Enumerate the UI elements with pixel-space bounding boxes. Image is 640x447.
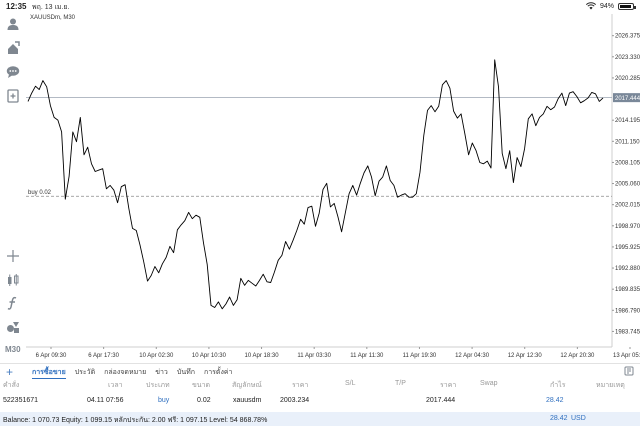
y-tick-label: 2023.330 bbox=[615, 55, 640, 61]
col-current-price: ราคา bbox=[440, 382, 457, 389]
tab-list: การซื้อขาย ประวัติ กล่องจดหมาย ข่าว บันท… bbox=[32, 367, 232, 379]
y-tick-label: 1983.745 bbox=[615, 329, 640, 335]
crosshair-icon[interactable] bbox=[5, 248, 21, 264]
col-profit: กำไร bbox=[550, 382, 566, 389]
row-type: buy bbox=[158, 397, 170, 404]
row-time: 04.11 07:56 bbox=[87, 397, 124, 404]
row-current-price: 2017.444 bbox=[426, 397, 456, 404]
panel-toggle-icon[interactable] bbox=[624, 366, 634, 376]
status-date: พฤ. 13 เม.ย. bbox=[32, 4, 70, 11]
price-series-line bbox=[27, 59, 604, 310]
col-time: เวลา bbox=[108, 382, 123, 389]
y-tick-label: 1989.835 bbox=[615, 287, 640, 293]
row-profit: 28.42 bbox=[546, 397, 564, 404]
row-order: 522351671 bbox=[3, 397, 39, 404]
currency-label: USD bbox=[571, 415, 586, 422]
table-row[interactable]: 522351671 04.11 07:56 buy 0.02 xauusdm 2… bbox=[0, 397, 640, 409]
x-tick-label: 12 Apr 12:30 bbox=[508, 353, 543, 359]
x-tick-label: 6 Apr 17:30 bbox=[88, 353, 119, 359]
col-swap: Swap bbox=[480, 380, 498, 387]
col-size: ขนาด bbox=[192, 382, 211, 389]
y-tick-label: 1986.790 bbox=[615, 308, 640, 314]
tab-trade[interactable]: การซื้อขาย bbox=[32, 367, 66, 379]
user-icon[interactable] bbox=[5, 16, 21, 32]
chart-svg: 2026.375 2023.330 2020.285 2017.444 2014.195… bbox=[26, 14, 640, 359]
x-tick-label: 11 Apr 11:30 bbox=[350, 353, 384, 359]
x-tick-label: 12 Apr 20:30 bbox=[560, 353, 595, 359]
x-tick-label: 11 Apr 03:30 bbox=[297, 353, 331, 359]
tab-news[interactable]: ข่าว bbox=[155, 369, 168, 376]
y-tick-label: 2002.015 bbox=[615, 203, 640, 209]
y-tick-label: 2014.195 bbox=[615, 118, 640, 124]
x-tick-label: 12 Apr 04:30 bbox=[455, 353, 490, 359]
chart-symbol-label: XAUUSDm, M30 bbox=[30, 15, 76, 21]
positions-header: คำสั่ง เวลา ประเภท ขนาด สัญลักษณ์ ราคา S… bbox=[0, 380, 640, 392]
buy-order-label: buy 0.02 bbox=[28, 190, 52, 196]
candlestick-icon[interactable] bbox=[5, 272, 21, 288]
tab-journal[interactable]: บันทึก bbox=[176, 369, 195, 376]
x-tick-label: 13 Apr 05:30 bbox=[613, 353, 640, 359]
col-symbol: สัญลักษณ์ bbox=[232, 382, 262, 389]
new-document-icon[interactable] bbox=[5, 88, 21, 104]
current-price-badge bbox=[613, 93, 640, 103]
battery-icon bbox=[618, 2, 636, 10]
y-tick-label: 1995.925 bbox=[615, 245, 640, 251]
col-price: ราคา bbox=[292, 382, 309, 389]
shapes-icon[interactable] bbox=[5, 319, 21, 335]
col-order: คำสั่ง bbox=[3, 382, 20, 389]
total-profit: 28.42 bbox=[550, 415, 568, 422]
x-tick-label: 10 Apr 02:30 bbox=[139, 353, 174, 359]
x-tick-label: 10 Apr 10:30 bbox=[192, 353, 227, 359]
status-right: 94% bbox=[585, 2, 636, 10]
row-symbol: xauusdm bbox=[233, 397, 262, 404]
battery-percent: 94% bbox=[599, 2, 614, 10]
tab-settings[interactable]: การตั้งค่า bbox=[203, 369, 233, 376]
y-tick-label: 2008.105 bbox=[615, 160, 640, 166]
y-tick-label: 1998.970 bbox=[615, 224, 640, 230]
balance-bar: Balance: 1 070.73 Equity: 1 099.15 หลักป… bbox=[0, 412, 640, 426]
person-add-icon[interactable] bbox=[5, 40, 21, 56]
wifi-icon bbox=[585, 2, 596, 10]
timeframe-label[interactable]: M30 bbox=[5, 345, 21, 354]
x-tick-label: 10 Apr 18:30 bbox=[245, 353, 280, 359]
col-sl: S/L bbox=[345, 380, 356, 387]
y-tick-label: 2026.375 bbox=[615, 34, 640, 40]
y-tick-label: 2011.150 bbox=[615, 139, 640, 145]
status-time: 12:35 bbox=[6, 2, 27, 11]
row-size: 0.02 bbox=[197, 397, 211, 404]
status-bar: 12:35 พฤ. 13 เม.ย. 94% bbox=[0, 0, 640, 14]
y-tick-label: 1992.880 bbox=[615, 266, 640, 272]
col-type: ประเภท bbox=[146, 382, 170, 389]
col-tp: T/P bbox=[395, 380, 406, 387]
y-tick-label: 2020.285 bbox=[615, 76, 640, 82]
tab-history[interactable]: ประวัติ bbox=[74, 369, 96, 376]
y-tick-label: 2005.060 bbox=[615, 182, 640, 188]
left-toolbar: M30 bbox=[0, 14, 26, 362]
balance-summary: Balance: 1 070.73 Equity: 1 099.15 หลักป… bbox=[3, 417, 268, 424]
x-tick-label: 6 Apr 09:30 bbox=[36, 353, 67, 359]
bottom-tabs-bar: + การซื้อขาย ประวัติ กล่องจดหมาย ข่าว บั… bbox=[0, 363, 640, 379]
x-tick-label: 11 Apr 19:30 bbox=[403, 353, 437, 359]
y-tick-label: 2017.444 bbox=[615, 96, 640, 102]
price-chart[interactable]: 2026.375 2023.330 2020.285 2017.444 2014.195… bbox=[26, 14, 640, 362]
add-icon[interactable]: + bbox=[6, 365, 14, 379]
function-icon[interactable] bbox=[5, 295, 21, 311]
row-price: 2003.234 bbox=[280, 397, 310, 404]
col-comment: หมายเหตุ bbox=[596, 382, 625, 389]
chat-bubble-icon[interactable] bbox=[5, 64, 21, 80]
tab-mailbox[interactable]: กล่องจดหมาย bbox=[104, 369, 147, 376]
